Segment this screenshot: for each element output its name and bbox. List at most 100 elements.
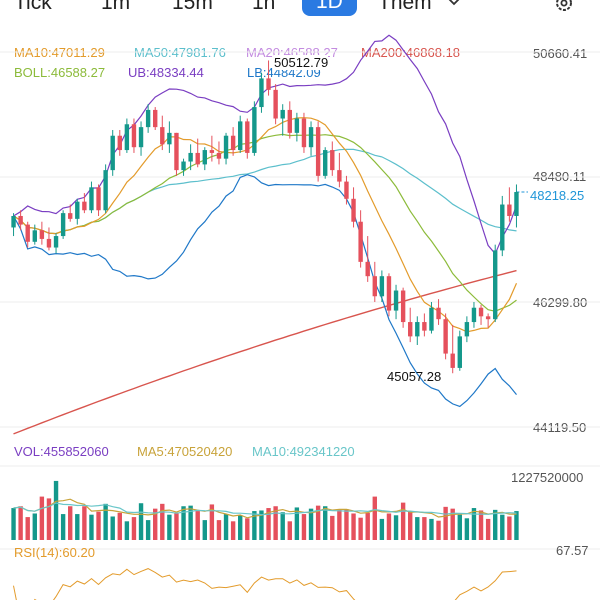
volume-bar bbox=[485, 518, 491, 540]
candle-body bbox=[308, 127, 314, 148]
candle-body bbox=[471, 307, 477, 323]
volume-bar bbox=[167, 514, 172, 540]
tab-1d[interactable]: 1D bbox=[302, 0, 357, 16]
chevron-down-icon[interactable] bbox=[446, 0, 462, 10]
candle-body bbox=[500, 204, 505, 251]
volume-bar bbox=[238, 515, 243, 540]
volume-bar bbox=[46, 498, 52, 540]
candle-body bbox=[372, 276, 377, 297]
candle-body bbox=[245, 121, 250, 153]
candle-body bbox=[337, 170, 342, 182]
volume-bar bbox=[188, 505, 193, 540]
candle-body bbox=[358, 221, 363, 262]
tab-15m[interactable]: 15m bbox=[172, 0, 213, 14]
rsi-axis-label: 67.57 bbox=[556, 543, 589, 558]
candle-body bbox=[202, 150, 207, 165]
volume-bar bbox=[82, 506, 87, 540]
volume-bar bbox=[287, 521, 292, 540]
candle-body bbox=[408, 322, 413, 337]
candle-body bbox=[160, 127, 165, 145]
volume-bar bbox=[280, 512, 285, 540]
candle-body bbox=[11, 215, 16, 228]
volume-bar bbox=[429, 518, 434, 540]
tab-1m[interactable]: 1m bbox=[101, 0, 131, 14]
tab-1h[interactable]: 1h bbox=[252, 0, 276, 14]
candle-body bbox=[209, 150, 215, 153]
volume-bar bbox=[145, 520, 151, 540]
volume-bar bbox=[273, 506, 278, 540]
ma10-line bbox=[13, 117, 518, 333]
volume-bar bbox=[358, 517, 363, 540]
volume-bar bbox=[422, 517, 427, 540]
candle-body bbox=[457, 336, 462, 368]
candle-body bbox=[124, 124, 130, 151]
volume-bar bbox=[259, 510, 264, 540]
tab-tick[interactable]: Tick bbox=[14, 0, 52, 14]
candle-body bbox=[379, 276, 385, 297]
bollinger-lower-line bbox=[12, 174, 517, 408]
volume-bar bbox=[400, 502, 406, 540]
volume-axis-max: 1227520000 bbox=[511, 470, 584, 485]
volume-bar bbox=[53, 480, 59, 540]
volume-label: VOL:455852060 bbox=[14, 444, 109, 459]
volume-bar bbox=[11, 508, 16, 540]
candle-body bbox=[294, 118, 300, 133]
volume-bar bbox=[507, 516, 512, 540]
gear-icon[interactable] bbox=[552, 0, 576, 16]
volume-bar bbox=[230, 521, 236, 540]
volume-bar bbox=[478, 510, 484, 540]
candle-body bbox=[145, 109, 151, 128]
ub-label: UB:48334.44 bbox=[128, 65, 204, 80]
candle-body bbox=[188, 152, 193, 162]
volume-bar bbox=[323, 506, 328, 540]
candle-body bbox=[117, 135, 122, 151]
candle-body bbox=[415, 322, 420, 337]
volume-bar bbox=[39, 496, 45, 540]
candle-body bbox=[280, 109, 285, 119]
volume-bar bbox=[450, 508, 455, 540]
candle-body bbox=[82, 201, 87, 211]
candle-body bbox=[53, 236, 59, 248]
candle-body bbox=[223, 135, 229, 159]
candle-body bbox=[443, 319, 448, 354]
candle-body bbox=[32, 230, 37, 242]
volume-bar bbox=[415, 517, 420, 540]
volume-bar bbox=[181, 506, 186, 540]
volume-bar bbox=[160, 503, 165, 540]
candle-body bbox=[393, 290, 399, 311]
tab-theme[interactable]: Them bbox=[378, 0, 432, 14]
candle-body bbox=[287, 109, 292, 133]
last-price-label: 48218.25 bbox=[530, 188, 585, 203]
volume-bar bbox=[68, 506, 73, 540]
volume-bar bbox=[138, 503, 144, 540]
volume-ma5-label: MA5:470520420 bbox=[137, 444, 233, 459]
candle-body bbox=[153, 109, 158, 128]
volume-bar bbox=[294, 507, 300, 540]
candle-body bbox=[351, 198, 356, 222]
candle-body bbox=[436, 307, 441, 320]
volume-bar bbox=[89, 514, 94, 540]
candle-body bbox=[273, 89, 278, 119]
candle-body bbox=[386, 276, 392, 311]
volume-bar bbox=[223, 514, 229, 540]
candle-body bbox=[507, 204, 512, 216]
candle-body bbox=[174, 132, 179, 171]
volume-bar bbox=[443, 506, 448, 540]
volume-bar bbox=[330, 515, 335, 540]
volume-bar bbox=[25, 517, 30, 540]
candle-body bbox=[464, 322, 470, 337]
volume-bar bbox=[103, 503, 108, 540]
rsi-line bbox=[13, 568, 517, 600]
candle-body bbox=[323, 150, 328, 176]
boll-label: BOLL:46588.27 bbox=[14, 65, 106, 80]
volume-bar bbox=[471, 508, 477, 540]
timeframe-tabbar: Tick 1m 15m 1h 1D Them bbox=[0, 0, 600, 18]
volume-bar bbox=[195, 511, 200, 540]
volume-bar bbox=[393, 515, 399, 540]
volume-ma10-line bbox=[13, 502, 517, 516]
volume-bar bbox=[379, 518, 385, 540]
candle-body bbox=[138, 127, 144, 148]
volume-bar bbox=[372, 496, 377, 540]
candle-body bbox=[450, 353, 455, 368]
